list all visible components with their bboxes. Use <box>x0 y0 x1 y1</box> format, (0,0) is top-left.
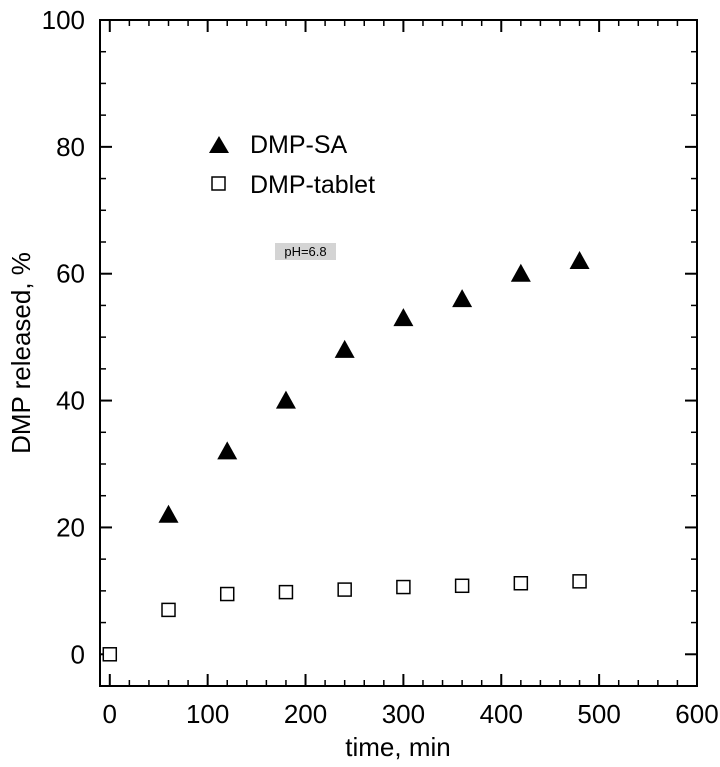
x-axis-title: time, min <box>345 732 450 762</box>
axis-tick-labels: 0 20 40 60 80 100 0 100 200 300 400 500 600 <box>42 5 719 729</box>
axis-ticks <box>100 19 698 686</box>
point-dmp-tablet <box>161 602 176 618</box>
data-points <box>102 251 590 662</box>
point-dmp-sa <box>334 339 355 358</box>
point-dmp-tablet <box>219 586 235 602</box>
legend: DMP-SA DMP-tablet <box>209 131 375 199</box>
point-dmp-tablet <box>513 575 529 591</box>
point-dmp-sa <box>569 251 590 270</box>
y-tick-label: 80 <box>56 132 85 162</box>
point-dmp-sa <box>510 263 531 282</box>
y-tick-label: 60 <box>56 259 85 289</box>
plot-area-frame <box>99 19 698 687</box>
y-tick-label: 0 <box>71 639 85 669</box>
x-tick-label: 100 <box>186 699 229 729</box>
x-tick-label: 500 <box>577 699 620 729</box>
ph-annotation-text: pH=6.8 <box>284 244 326 259</box>
point-dmp-tablet <box>278 584 294 600</box>
legend-label-dmp-tablet: DMP-tablet <box>250 171 375 199</box>
point-dmp-tablet <box>337 582 352 597</box>
x-tick-label: 400 <box>480 699 523 729</box>
x-tick-label: 0 <box>103 699 117 729</box>
point-dmp-tablet <box>572 574 587 589</box>
point-dmp-sa <box>452 289 473 308</box>
y-axis-title: DMP released, % <box>6 252 36 454</box>
legend-marker-dmp-sa <box>209 136 229 153</box>
y-tick-label: 40 <box>56 386 85 416</box>
legend-marker-dmp-tablet <box>211 176 226 191</box>
y-tick-label: 20 <box>56 512 85 542</box>
point-dmp-sa <box>158 504 179 523</box>
point-dmp-tablet <box>102 647 118 662</box>
x-tick-label: 300 <box>382 699 425 729</box>
point-dmp-sa <box>393 308 414 327</box>
x-tick-label: 200 <box>284 699 327 729</box>
legend-label-dmp-sa: DMP-SA <box>250 131 348 159</box>
point-dmp-sa <box>275 390 296 409</box>
point-dmp-sa <box>217 441 238 460</box>
point-dmp-tablet <box>454 578 470 594</box>
ph-annotation: pH=6.8 <box>275 243 336 260</box>
point-dmp-tablet <box>396 579 411 595</box>
ph-annotation-box <box>275 243 336 260</box>
y-tick-label: 100 <box>42 5 85 35</box>
x-tick-label: 600 <box>675 699 718 729</box>
